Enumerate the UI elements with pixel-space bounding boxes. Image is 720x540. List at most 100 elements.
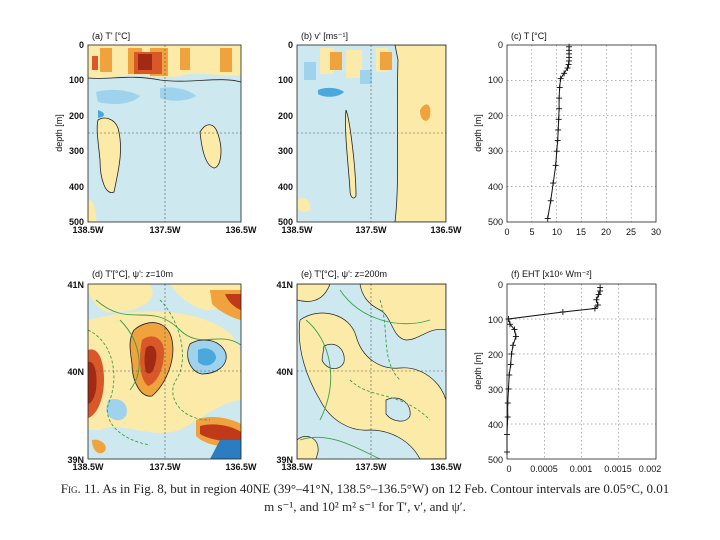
tick-label: 100 <box>488 315 503 325</box>
tick-label: 20 <box>601 227 611 237</box>
tick-label: 0.001 <box>570 464 593 474</box>
panel-a-ylabel: depth [m] <box>54 114 64 152</box>
tick-label: 100 <box>278 75 293 85</box>
tick-label: 15 <box>576 227 586 237</box>
tick-label: 136.5W <box>430 462 462 472</box>
tick-label: 39N <box>276 455 293 465</box>
data-point <box>555 116 562 123</box>
data-point <box>544 215 551 222</box>
data-point <box>564 65 571 72</box>
data-point <box>505 316 512 322</box>
data-point <box>591 305 598 312</box>
data-point <box>506 372 513 378</box>
data-point <box>556 95 563 102</box>
tick-label: 40N <box>276 367 293 377</box>
tick-label: 0 <box>79 40 84 50</box>
tick-label: 137.5W <box>149 462 181 472</box>
data-point <box>504 431 510 438</box>
tick-label: 136.5W <box>225 462 257 472</box>
tick-label: 10 <box>552 227 562 237</box>
panel-f <box>504 283 657 460</box>
tick-label: 100 <box>69 75 84 85</box>
tick-label: 0 <box>506 464 511 474</box>
tick-label: 300 <box>69 146 84 156</box>
tick-label: 400 <box>488 182 503 192</box>
data-point <box>552 162 559 169</box>
tick-label: 500 <box>488 455 503 465</box>
panel-c <box>506 43 657 223</box>
tick-label: 137.5W <box>355 462 387 472</box>
tick-label: 200 <box>488 350 503 360</box>
tick-label: 400 <box>69 182 84 192</box>
tick-label: 0.0005 <box>530 464 558 474</box>
data-point <box>556 105 563 112</box>
data-point <box>566 57 573 64</box>
panel-b <box>296 44 447 223</box>
data-point <box>506 321 513 328</box>
tick-label: 138.5W <box>72 462 104 472</box>
panel-d-title: (d) T'[°C], ψ': z=10m <box>92 269 173 279</box>
data-point <box>504 449 510 455</box>
data-point <box>547 197 554 204</box>
data-point <box>504 400 511 406</box>
tick-label: 200 <box>278 111 293 121</box>
panel-c-grid <box>507 45 656 222</box>
tick-label: 40N <box>67 367 84 377</box>
tick-label: 300 <box>488 385 503 395</box>
data-point <box>509 342 516 349</box>
tick-label: 400 <box>278 182 293 192</box>
tick-label: 25 <box>626 227 636 237</box>
figure: (a) T' [°C] (b) v' [ms⁻¹] (c) T [°C] (d)… <box>54 31 662 474</box>
data-point <box>554 137 561 144</box>
panel-f-title: (f) EHT [x10⁶ Wm⁻²] <box>511 269 592 279</box>
tick-label: 200 <box>488 111 503 121</box>
data-point <box>594 302 601 308</box>
panel-a-title: (a) T' [°C] <box>92 31 130 41</box>
tick-label: 0 <box>288 40 293 50</box>
tick-label: 300 <box>488 146 503 156</box>
tick-label: 136.5W <box>225 225 257 235</box>
caption-text: As in Fig. 8, but in region 40NE (39°–41… <box>102 481 670 514</box>
tick-label: 136.5W <box>430 225 462 235</box>
data-point <box>559 309 566 315</box>
data-point <box>511 326 518 333</box>
data-point <box>505 386 512 392</box>
tick-label: 400 <box>488 420 503 430</box>
figure-caption: Fig. 11. As in Fig. 8, but in region 40N… <box>60 480 670 516</box>
tick-label: 41N <box>67 280 84 290</box>
tick-label: 30 <box>651 227 661 237</box>
tick-label: 137.5W <box>355 225 387 235</box>
data-point <box>561 70 568 77</box>
data-point <box>504 414 511 420</box>
caption-figure-number: Fig. 11. <box>60 481 100 496</box>
panel-a <box>87 44 242 223</box>
tick-label: 100 <box>488 75 503 85</box>
tick-label: 137.5W <box>149 225 181 235</box>
tick-label: 300 <box>278 146 293 156</box>
tick-label: 0 <box>498 40 503 50</box>
data-point <box>508 351 515 357</box>
tick-label: 200 <box>69 111 84 121</box>
tick-label: 41N <box>276 280 293 290</box>
tick-label: 0.0015 <box>604 464 632 474</box>
tick-label: 0.002 <box>639 464 662 474</box>
tick-label: 39N <box>67 455 84 465</box>
data-point <box>595 291 602 298</box>
panel-c-series <box>544 43 573 222</box>
data-point <box>550 180 557 187</box>
tick-label: 500 <box>69 217 84 227</box>
tick-label: 138.5W <box>281 225 313 235</box>
tick-label: 500 <box>488 217 503 227</box>
data-point <box>597 288 604 294</box>
panel-c-title: (c) T [°C] <box>511 31 547 41</box>
data-point <box>557 75 564 82</box>
panel-c-ylabel: depth [m] <box>473 114 483 152</box>
panel-e-title: (e) T'[°C], ψ': z=200m <box>301 269 387 279</box>
tick-label: 500 <box>278 217 293 227</box>
data-point <box>553 148 560 155</box>
tick-label: 5 <box>529 227 534 237</box>
series-line <box>506 287 601 452</box>
panel-f-grid <box>507 284 656 459</box>
data-point <box>555 126 562 133</box>
tick-label: 138.5W <box>281 462 313 472</box>
